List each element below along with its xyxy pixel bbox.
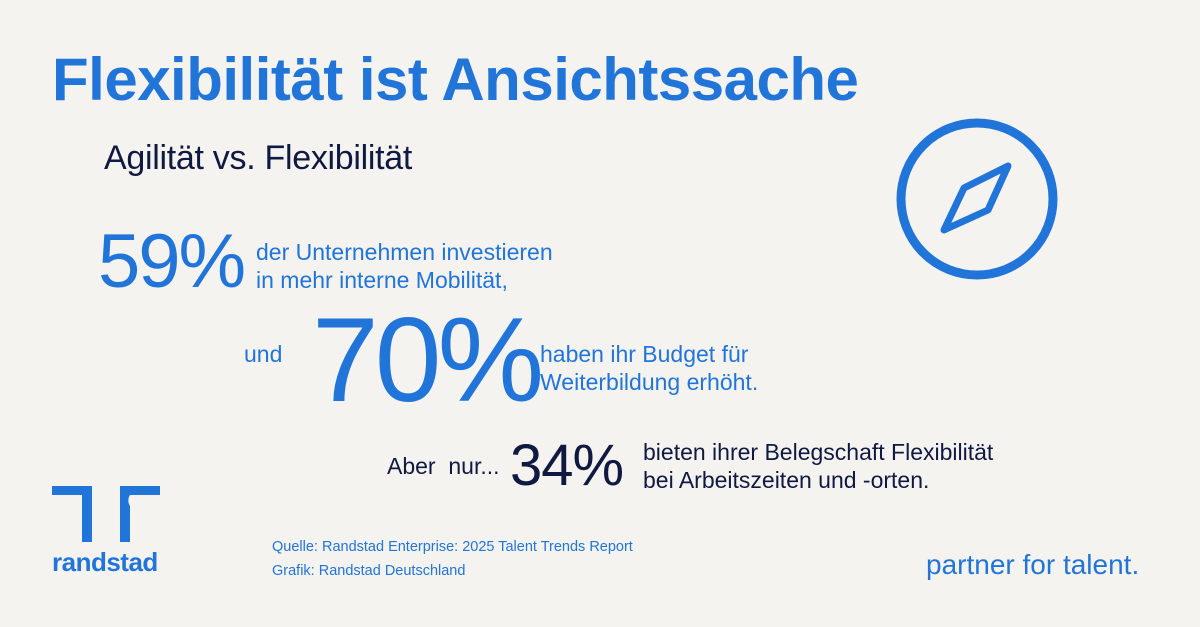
page-title: Flexibilität ist Ansichtssache <box>52 46 859 113</box>
page-subtitle: Agilität vs. Flexibilität <box>104 139 413 177</box>
stat-text-line: in mehr interne Mobilität, <box>256 267 508 293</box>
stat-text-70: haben ihr Budget für Weiterbildung erhöh… <box>540 340 758 396</box>
randstad-logo-icon <box>52 486 160 542</box>
randstad-logo-text: randstad <box>52 547 158 577</box>
stat-text-line: bei Arbeitszeiten und -orten. <box>643 467 930 493</box>
tagline: partner for talent. <box>926 549 1140 580</box>
stat-text-line: haben ihr Budget für <box>540 341 749 367</box>
credit-line: Grafik: Randstad Deutschland <box>272 563 466 579</box>
stat-text-59: der Unternehmen investieren in mehr inte… <box>256 238 553 294</box>
compass-icon <box>896 118 1058 280</box>
stat-percent-59: 59% <box>98 219 246 304</box>
stat-text-line: der Unternehmen investieren <box>256 239 553 265</box>
stat-text-34: bieten ihrer Belegschaft Flexibilität be… <box>643 438 993 494</box>
stat-text-line: bieten ihrer Belegschaft Flexibilität <box>643 439 994 465</box>
stat-percent-70: 70% <box>312 293 544 427</box>
stat-prefix-und: und <box>244 341 283 367</box>
stat-text-line: Weiterbildung erhöht. <box>540 369 759 395</box>
stat-percent-34: 34% <box>510 433 624 498</box>
source-line: Quelle: Randstad Enterprise: 2025 Talent… <box>272 539 633 555</box>
stat-prefix-aber: Aber nur... <box>387 453 500 479</box>
